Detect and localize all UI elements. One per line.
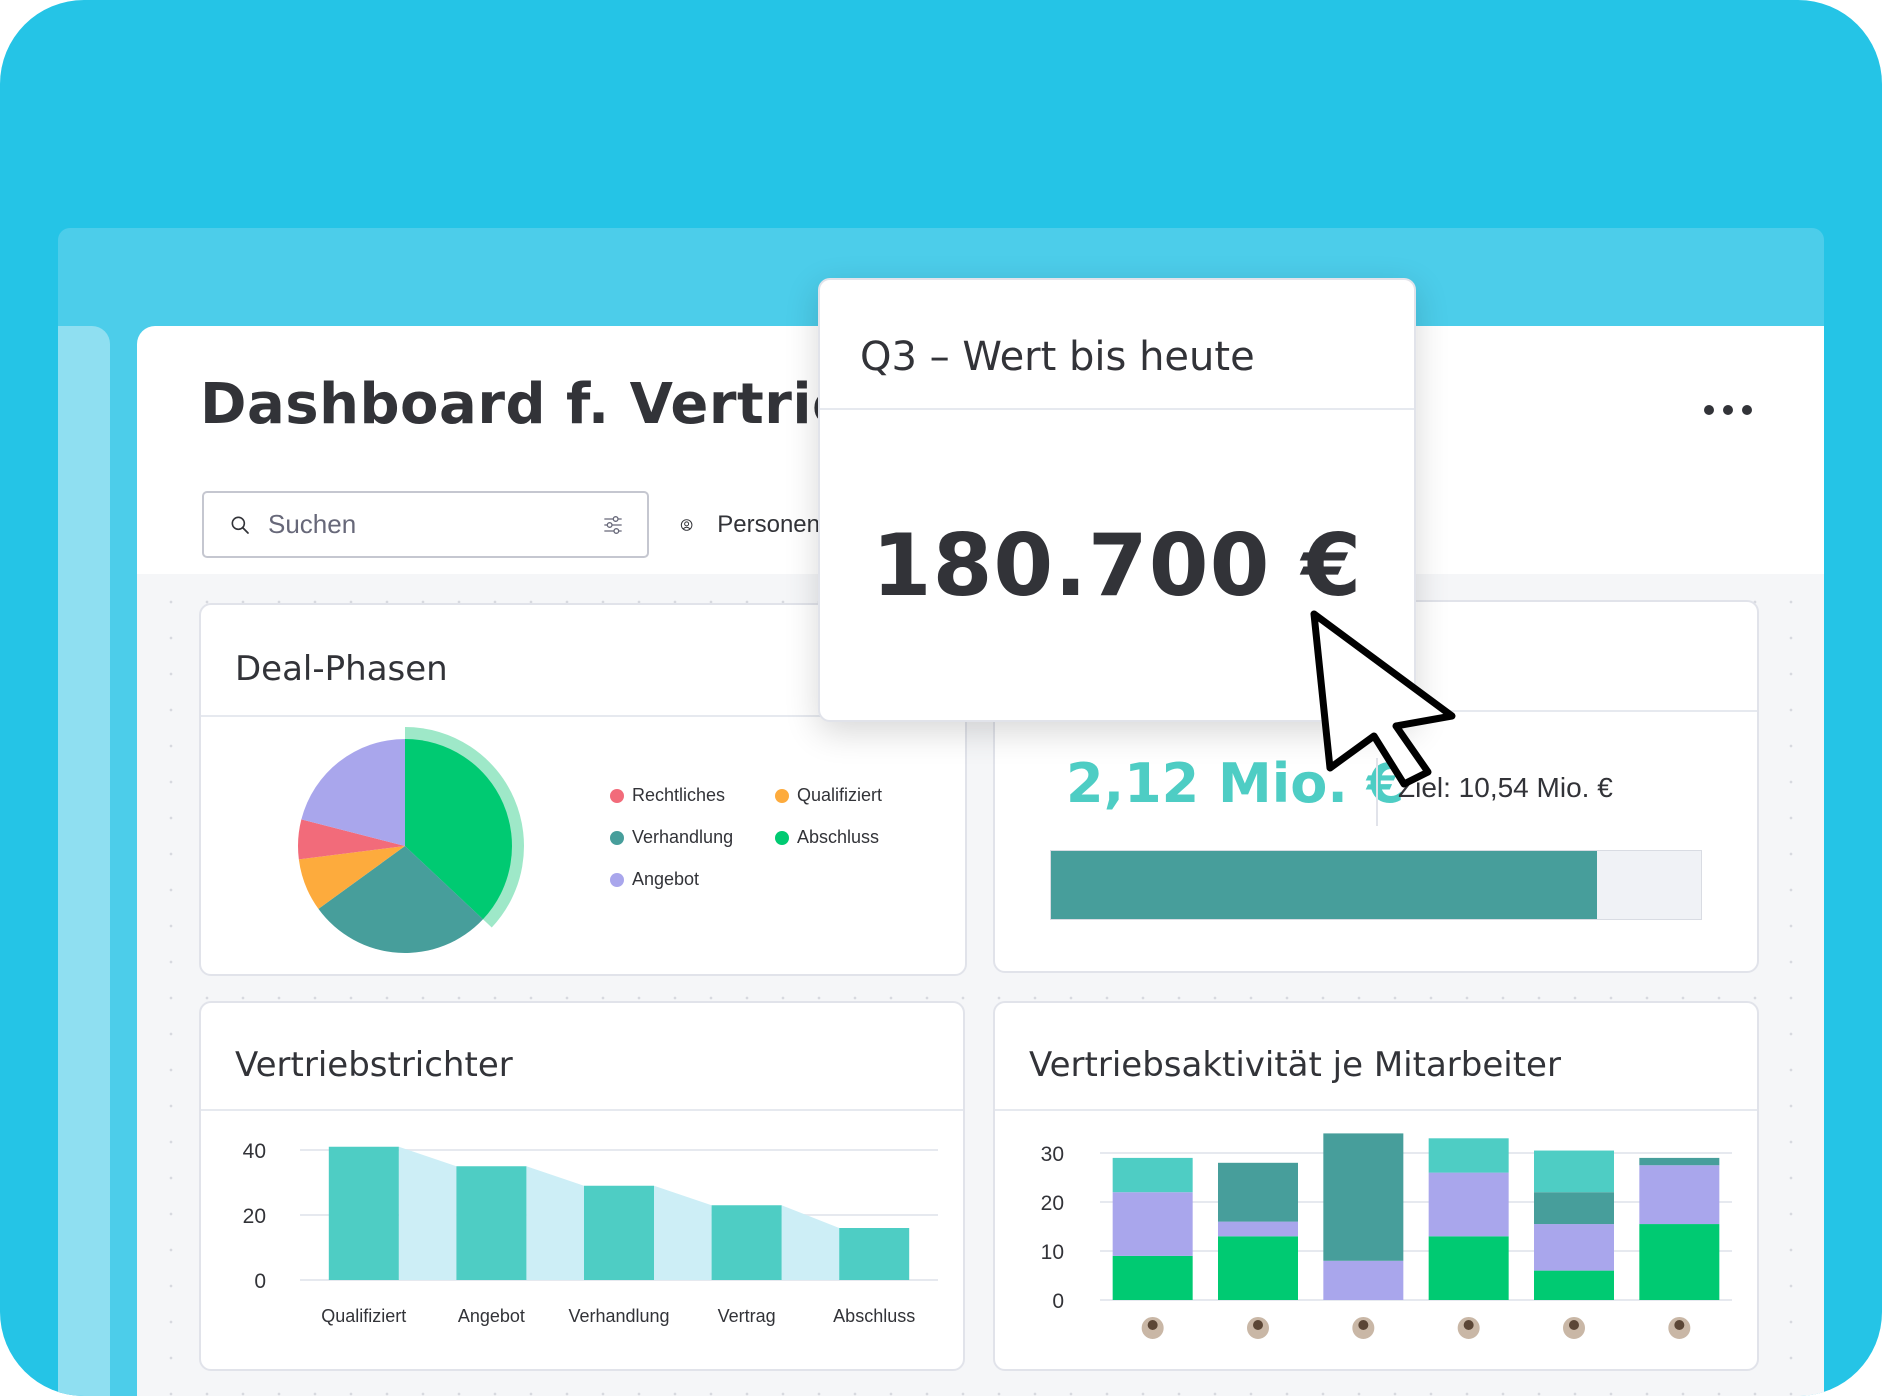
sales-activity-title: Vertriebsaktivität je Mitarbeiter — [1029, 1045, 1561, 1085]
pie-slice-angebot — [301, 739, 405, 846]
stacked-bar-segment — [1323, 1260, 1404, 1300]
y-tick-label: 0 — [1052, 1290, 1064, 1313]
funnel-bar — [328, 1146, 399, 1280]
left-rail — [58, 326, 110, 1396]
stacked-bar-segment — [1428, 1172, 1509, 1237]
legend-dot — [775, 830, 789, 845]
stacked-bar-segment — [1534, 1192, 1614, 1225]
y-tick-label: 20 — [1041, 1192, 1064, 1215]
legend-label: Angebot — [632, 869, 700, 889]
progress-fill — [1051, 851, 1597, 919]
more-dot-icon — [1723, 405, 1733, 415]
stacked-bar-segment — [1112, 1192, 1193, 1256]
page-title: Dashboard f. Vertrieb — [200, 372, 892, 437]
search-box[interactable] — [202, 491, 649, 558]
mouse-pointer-icon — [1310, 610, 1456, 788]
popup-divider — [820, 408, 1414, 410]
goal-divider — [1376, 758, 1378, 826]
y-tick-label: 20 — [243, 1205, 266, 1228]
avatar-head — [1569, 1320, 1579, 1330]
stacked-bar-segment — [1323, 1133, 1404, 1261]
x-tick-label: Abschluss — [833, 1306, 915, 1326]
legend-dot — [775, 788, 789, 803]
stacked-bar-segment — [1218, 1221, 1298, 1237]
stacked-bar-segment — [1639, 1165, 1720, 1225]
popup-value: 180.700 € — [871, 516, 1363, 616]
person-circle-icon — [680, 519, 693, 531]
stacked-bar-segment — [1639, 1157, 1720, 1166]
legend-label: Qualifiziert — [797, 785, 883, 805]
filter-settings-icon[interactable] — [603, 511, 623, 539]
deal-phases-pie-chart — [298, 727, 524, 953]
stacked-bar-segment — [1534, 1270, 1614, 1300]
popup-title: Q3 – Wert bis heute — [860, 334, 1255, 380]
y-tick-label: 0 — [254, 1270, 266, 1293]
person-filter-label: Personen — [717, 511, 820, 538]
search-input[interactable] — [268, 509, 603, 540]
q3-value-popup[interactable]: Q3 – Wert bis heute 180.700 € — [818, 278, 1416, 722]
pie-slice-qualifiziert — [298, 846, 405, 909]
legend-label: Abschluss — [797, 827, 880, 847]
card-header — [201, 605, 965, 717]
funnel-bar — [711, 1205, 782, 1280]
stacked-bar-segment — [1534, 1224, 1614, 1271]
funnel-connector — [781, 1205, 840, 1280]
x-tick-label: Angebot — [458, 1306, 525, 1326]
avatar-head — [1253, 1320, 1263, 1330]
card-header — [995, 1003, 1757, 1111]
deal-phases-legend: Rechtliches Qualifiziert Verhandlung Abs… — [610, 785, 920, 915]
legend-dot — [610, 788, 624, 803]
sales-funnel-chart: 0 20 40 Qualifiziert Angebot Verhandlung Vertr… — [243, 1140, 938, 1326]
sales-goal-progress-bar — [1050, 850, 1702, 920]
legend-item-qualifiziert: Qualifiziert — [775, 785, 882, 806]
stacked-bar-segment — [1428, 1236, 1509, 1300]
sales-funnel-title: Vertriebstrichter — [235, 1045, 513, 1085]
funnel-bar — [584, 1185, 654, 1280]
y-tick-label: 10 — [1041, 1241, 1064, 1264]
deal-phases-title: Deal-Phasen — [235, 649, 448, 689]
stacked-bar-segment — [1428, 1138, 1509, 1173]
y-tick-label: 30 — [1041, 1143, 1064, 1166]
sales-activity-chart: 0 10 20 30 — [1041, 1133, 1732, 1341]
search-icon — [231, 516, 249, 534]
pie-slice-abschluss — [405, 739, 512, 920]
legend-label: Rechtliches — [632, 785, 726, 805]
sales-goal-target: Ziel: 10,54 Mio. € — [1398, 772, 1613, 803]
avatar-head — [1463, 1320, 1474, 1330]
avatar-head — [1674, 1320, 1685, 1330]
legend-item-abschluss: Abschluss — [775, 827, 879, 848]
avatar-head — [1358, 1320, 1369, 1330]
card-header — [201, 1003, 963, 1111]
legend-item-angebot: Angebot — [610, 869, 699, 890]
stacked-bar-segment — [1112, 1157, 1193, 1193]
legend-dot — [610, 830, 624, 845]
funnel-bar — [839, 1228, 910, 1280]
legend-item-rechtliches: Rechtliches — [610, 785, 725, 806]
sales-goal-value: 2,12 Mio. € — [1066, 752, 1405, 815]
pie-slice-rechtliches — [298, 819, 405, 860]
stacked-bar-segment — [1639, 1224, 1720, 1300]
funnel-connector — [398, 1146, 457, 1280]
avatar-head — [1147, 1320, 1158, 1330]
legend-dot — [610, 872, 624, 887]
more-dot-icon — [1742, 405, 1752, 415]
stacked-bar-segment — [1218, 1236, 1298, 1300]
x-tick-label: Vertrag — [718, 1306, 776, 1326]
funnel-connector — [654, 1185, 712, 1280]
person-filter-button[interactable]: Personen — [680, 505, 820, 545]
pie-slice-verhandlung — [318, 846, 483, 953]
x-tick-label: Qualifiziert — [321, 1306, 406, 1326]
x-tick-label: Verhandlung — [568, 1306, 669, 1326]
stacked-bar-segment — [1218, 1162, 1298, 1222]
y-tick-label: 40 — [243, 1140, 266, 1163]
more-dot-icon — [1704, 405, 1714, 415]
funnel-bar — [456, 1166, 527, 1280]
more-options-button[interactable] — [1700, 396, 1756, 424]
legend-item-verhandlung: Verhandlung — [610, 827, 733, 848]
funnel-connector — [526, 1166, 584, 1280]
stacked-bar-segment — [1534, 1150, 1614, 1193]
legend-label: Verhandlung — [632, 827, 734, 847]
stacked-bar-segment — [1112, 1255, 1193, 1300]
